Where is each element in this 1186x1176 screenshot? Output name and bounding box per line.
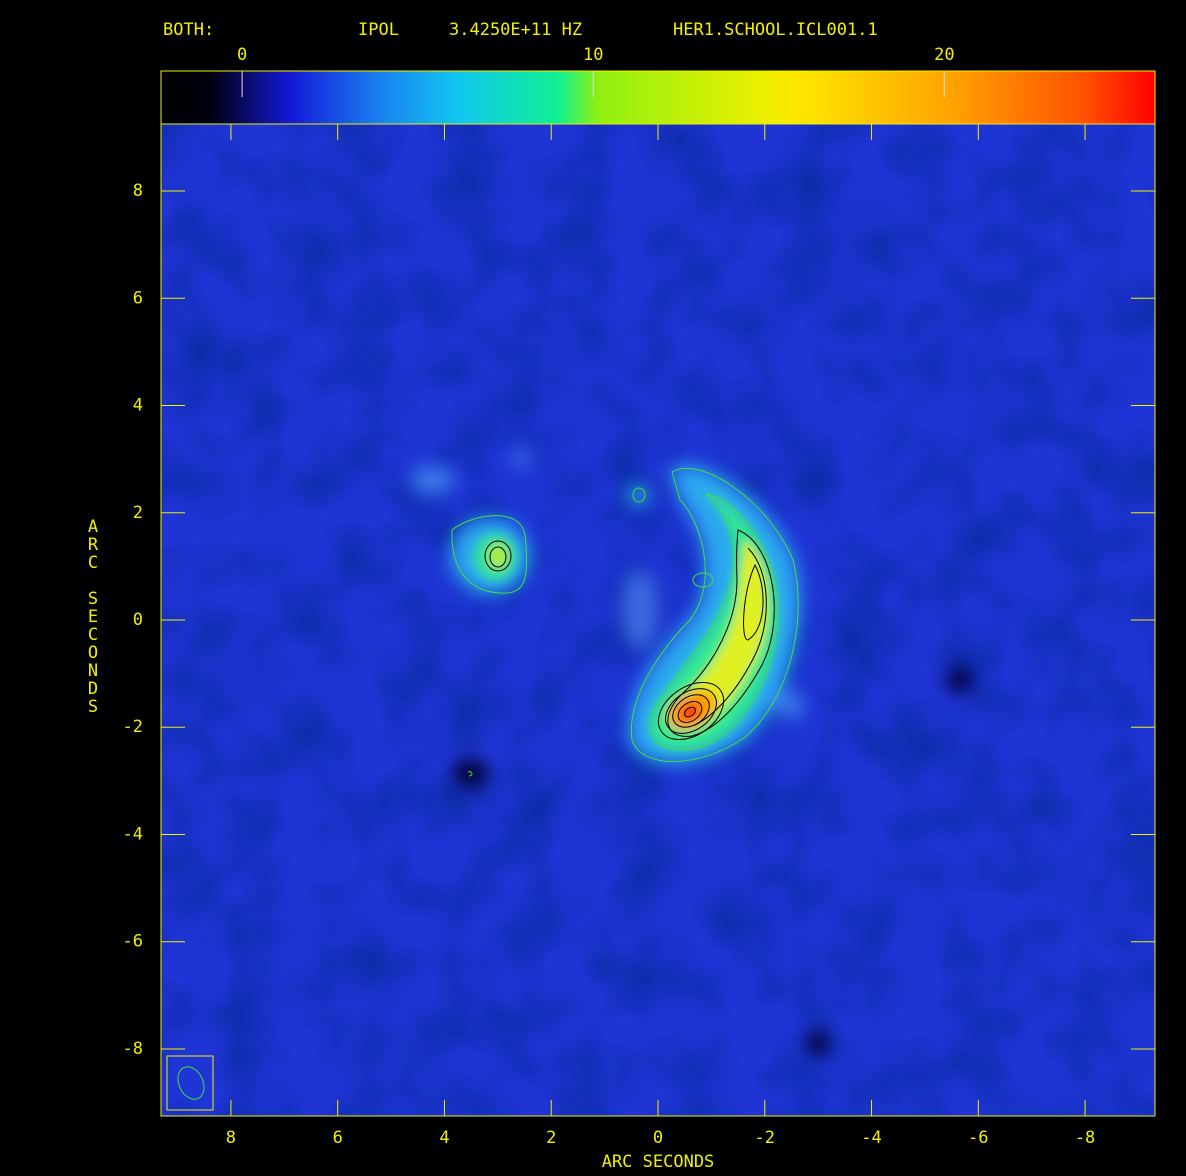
x-tick-label: -8 (1075, 1128, 1095, 1148)
title-part: BOTH: (163, 20, 214, 40)
y-tick-label: 8 (133, 181, 143, 201)
image (161, 124, 1155, 1116)
noise (161, 124, 1155, 1116)
beam-box (166, 1055, 214, 1111)
y-tick-label: 2 (133, 503, 143, 523)
colorbar-tick-label: 10 (583, 45, 603, 65)
y-tick-label: -6 (123, 932, 143, 952)
x-axis-label: ARC SECONDS (602, 1152, 715, 1172)
x-tick-label: 8 (226, 1128, 236, 1148)
x-tick-label: 0 (653, 1128, 663, 1148)
y-axis-label: ARC SECONDS (83, 517, 103, 715)
colorbar-tick-label: 0 (237, 45, 247, 65)
y-tick-label: -8 (123, 1039, 143, 1059)
y-tick-label: -4 (123, 824, 143, 844)
colorbar-tick-label: 20 (934, 45, 954, 65)
colorbar (160, 70, 1156, 125)
x-tick-label: 4 (439, 1128, 449, 1148)
title-part: 3.4250E+11 HZ (449, 20, 582, 40)
x-tick-label: -4 (861, 1128, 881, 1148)
x-tick-label: 6 (333, 1128, 343, 1148)
beam (177, 1066, 205, 1100)
x-tick-label: -6 (968, 1128, 988, 1148)
contours (451, 467, 799, 777)
y-tick-label: 4 (133, 396, 143, 416)
y-tick-label: 0 (133, 610, 143, 630)
title-part: HER1.SCHOOL.ICL001.1 (673, 20, 878, 40)
y-tick-label: -2 (123, 717, 143, 737)
x-tick-label: -2 (755, 1128, 775, 1148)
title-part: IPOL (358, 20, 399, 40)
x-tick-label: 2 (546, 1128, 556, 1148)
dark-spots (452, 666, 974, 1055)
y-tick-label: 6 (133, 288, 143, 308)
